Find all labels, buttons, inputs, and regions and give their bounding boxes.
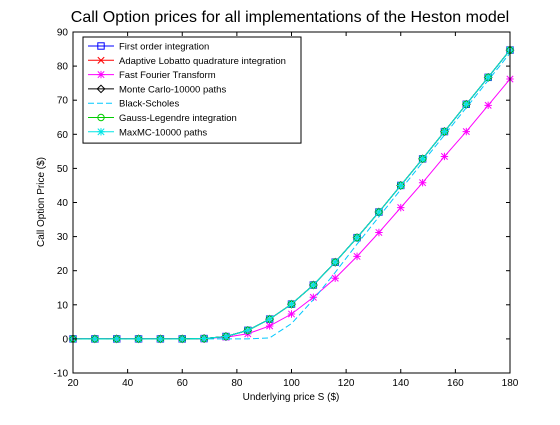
y-tick-label-2: 10 (57, 300, 69, 311)
axes-layer: 20 40 60 80 100 120 140 160 180 -10 0 10 20 30 40 50 60 7… (54, 28, 519, 390)
legend-swatch-marker-0 (97, 42, 105, 50)
series-6-point-9 (265, 315, 274, 323)
x-tick-label-4: 100 (283, 378, 300, 389)
series-6-point-7 (222, 332, 230, 341)
series-2-point-14 (375, 228, 383, 237)
legend-label-5: Gauss-Legendre integration (119, 113, 237, 124)
legend-swatch-marker-2 (97, 70, 105, 79)
legend-swatch-marker-3 (96, 84, 106, 94)
series-6-point-12 (331, 258, 339, 266)
series-2-point-10 (287, 310, 296, 318)
legend-swatch-marker-1 (97, 56, 105, 64)
chart-title: Call Option prices for all implementatio… (71, 9, 509, 26)
legend-label-3: Monte Carlo-10000 paths (119, 84, 226, 95)
y-tick-label-4: 30 (57, 232, 69, 243)
y-tick-label-1: 0 (62, 334, 68, 345)
series-2-point-12 (331, 274, 339, 282)
series-6-point-18 (462, 100, 470, 108)
y-axis-label: Call Option Price ($) (36, 157, 47, 247)
series-2-point-18 (462, 127, 470, 136)
series-6-point-16 (418, 155, 427, 163)
legend-label-4: Black-Scholes (119, 99, 179, 110)
x-tick-label-7: 160 (447, 378, 464, 389)
series-6-point-19 (484, 73, 492, 82)
series-6 (69, 46, 514, 343)
series-2-point-13 (353, 252, 361, 261)
series-6-point-8 (244, 326, 252, 335)
y-tick-label-10: 90 (57, 28, 69, 39)
legend-label-0: First order integration (119, 42, 209, 53)
x-tick-label-1: 40 (122, 378, 134, 389)
x-tick-label-5: 120 (338, 378, 355, 389)
series-6-point-11 (309, 281, 318, 289)
series-6-point-14 (375, 208, 383, 216)
series-6-point-5 (178, 335, 186, 343)
legend: First order integration Adaptive Lobatto … (82, 36, 302, 144)
x-tick-label-0: 20 (67, 378, 79, 389)
x-tick-label-2: 60 (177, 378, 189, 389)
x-tick-label-3: 80 (231, 378, 243, 389)
series-2-point-11 (309, 293, 318, 301)
legend-label-1: Adaptive Lobatto quadrature integration (119, 56, 286, 67)
x-axis-label: Underlying price S ($) (243, 392, 340, 403)
legend-swatch-marker-5 (97, 113, 105, 122)
series-6-point-4 (156, 335, 165, 343)
x-tick-label-8: 180 (502, 378, 519, 389)
y-tick-label-6: 50 (57, 164, 69, 175)
y-tick-label-8: 70 (57, 96, 69, 107)
series-6-point-6 (200, 334, 208, 343)
y-tick-label-5: 40 (57, 198, 69, 209)
series-2-point-17 (440, 152, 449, 161)
series-layer (68, 45, 515, 344)
y-tick-label-3: 20 (57, 266, 69, 277)
series-6-point-3 (134, 335, 143, 343)
series-6-point-2 (113, 335, 121, 343)
legend-box (82, 36, 302, 144)
legend-label-6: MaxMC-10000 paths (119, 127, 207, 138)
series-2-point-9 (265, 322, 274, 330)
series-2-point-16 (418, 179, 427, 187)
series-6-point-17 (440, 127, 449, 136)
y-tick-label-0: -10 (54, 369, 69, 380)
y-tick-label-7: 60 (57, 130, 69, 141)
series-2-point-15 (397, 203, 405, 212)
legend-swatch-marker-6 (97, 128, 105, 136)
series-6-point-15 (397, 181, 405, 190)
series-6-point-10 (287, 300, 296, 308)
legend-label-2: Fast Fourier Transform (119, 70, 216, 81)
x-tick-label-6: 140 (392, 378, 409, 389)
series-2-point-19 (484, 101, 492, 110)
series-6-point-1 (91, 335, 99, 343)
y-tick-label-9: 80 (57, 62, 69, 73)
series-6-point-13 (353, 233, 361, 242)
